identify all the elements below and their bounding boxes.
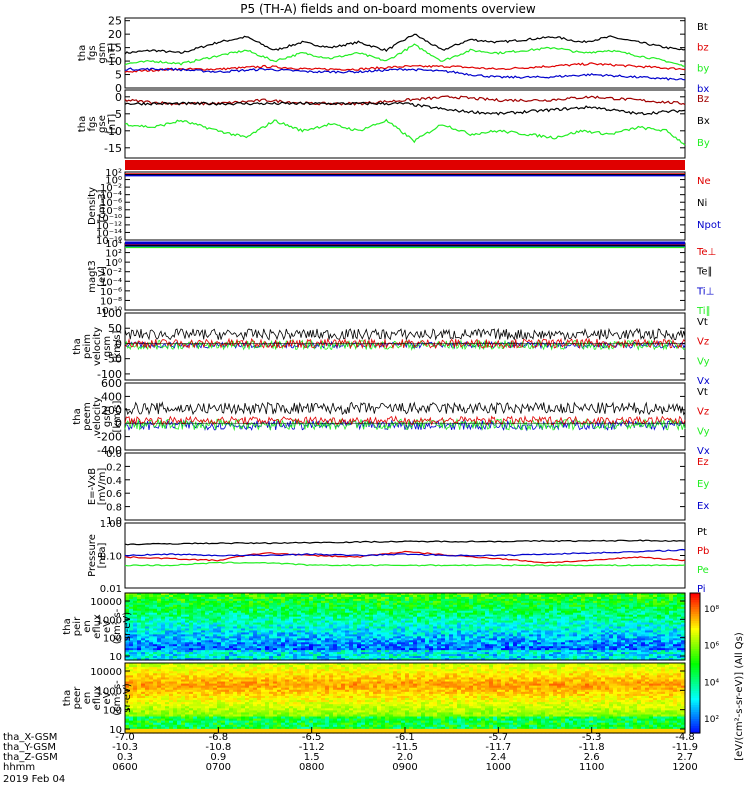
panel-4-legend-1: Te∥: [696, 267, 713, 278]
panel-6-legend-2: Vy: [697, 426, 710, 437]
panel-2-legend-0: Bz: [697, 94, 709, 105]
panel-2-series-1: [125, 102, 685, 114]
panel-7-ytick-label: 0.0: [106, 449, 122, 460]
panel-8-ylabel-line: [nPa]: [97, 542, 108, 568]
panel-1-legend-2: by: [697, 63, 709, 74]
panel-6-legend-1: Vz: [697, 407, 709, 418]
panel-5-legend-2: Vy: [697, 356, 710, 367]
panel-5: -100-50050100thapeimvelocitygsm[km/s]VtV…: [72, 307, 710, 387]
panel-3-band: [125, 160, 685, 170]
panel-6: -400-2000200400600thapeemvelocitygsm[km/…: [72, 377, 710, 457]
panel-9-heatmap: [125, 593, 686, 661]
panel-1-legend-1: bz: [697, 43, 709, 54]
panel-3-legend-2: Npot: [697, 220, 721, 231]
panel-7-ylabel-line: [mV/m]: [97, 468, 108, 506]
panel-5-ylabel-line: [km/s]: [112, 330, 123, 362]
panel-5-legend-1: Vz: [697, 337, 709, 348]
panel-1-ytick-label: 20: [108, 28, 122, 41]
panel-2-legend-2: By: [697, 138, 710, 149]
panel-5-ytick-label: 100: [101, 307, 122, 320]
panel-8-series-2: [125, 562, 685, 566]
panel-2-legend-1: Bx: [697, 116, 710, 127]
panel-5-legend-0: Vt: [697, 317, 708, 328]
panel-8-legend-0: Pt: [697, 527, 707, 538]
panel-7-legend-2: Ex: [697, 501, 709, 512]
panel-4-legend-2: Ti⊥: [696, 286, 714, 297]
panel-1-ylabel-line: [nT]: [107, 43, 118, 63]
panel-3-ylabel: Density[cm-3]: [87, 187, 108, 225]
panel-8-ytick-label: 0.01: [100, 584, 122, 595]
panel-6-frame: [125, 383, 685, 450]
panel-1-ytick-label: 5: [115, 69, 122, 82]
panel-8-legend-1: Pb: [697, 546, 709, 557]
panel-3-ylabel-line: [cm-3]: [97, 189, 108, 222]
panel-3-legend-1: Ni: [697, 198, 707, 209]
panel-6-legend-3: Vx: [697, 446, 710, 457]
panel-2-ylabel-line: [nT]: [107, 114, 118, 134]
panel-4: 10⁴10²10⁰10⁻²10⁻⁴10⁻⁶10⁻⁸10⁻¹⁰magt3[eV]T…: [87, 239, 716, 317]
panel-7-ytick-label: 0.6: [106, 489, 122, 500]
panel-4-ylabel-line: [eV]: [97, 266, 108, 287]
panel-7-ytick-label: 0.8: [106, 503, 122, 514]
panel-9: 10000100010010thapeirenefluxeV(cm²-s-sr-…: [62, 593, 686, 663]
panel-8-series-3: [125, 550, 685, 557]
panel-7-ytick-label: 0.2: [106, 462, 122, 473]
panel-1-series-2: [125, 44, 685, 66]
panel-4-frame: [125, 243, 685, 310]
figure-title: P5 (TH-A) fields and on-board moments ov…: [240, 2, 536, 16]
panel-6-legend-0: Vt: [697, 387, 708, 398]
panel-7-legend-1: Ey: [697, 479, 709, 490]
panel-1-legend-0: Bt: [697, 22, 708, 33]
panel-3: 10²10⁰10⁻²10⁻⁴10⁻⁶10⁻⁸10⁻¹⁰10⁻¹²10⁻¹⁴10⁻…: [87, 160, 721, 247]
panel-1-ylabel: thafgsgsm[nT]: [77, 42, 118, 63]
panel-5-legend-3: Vx: [697, 376, 710, 387]
panel-8-series-0: [125, 540, 685, 545]
panel-6-ylabel-line: [km/s]: [112, 400, 123, 432]
panel-1-frame: [125, 18, 685, 88]
panel-4-legend-3: Ti∥: [696, 306, 711, 317]
panel-5-ylabel: thapeimvelocitygsm[km/s]: [72, 327, 123, 366]
panel-2-ytick-label: 0: [115, 91, 122, 104]
panel-6-ylabel: thapeemvelocitygsm[km/s]: [72, 397, 123, 436]
panel-3-legend-0: Ne: [697, 176, 711, 187]
panel-1-ytick-label: 25: [108, 15, 122, 28]
panel-2-ytick-label: -15: [104, 142, 122, 155]
panel-8-ylabel: Pressure[nPa]: [87, 534, 108, 577]
panel-4-legend-0: Te⊥: [696, 247, 716, 258]
panel-7-ylabel: E=-VxB[mV/m]: [87, 468, 108, 506]
panels: 0510152025thafgsgsm[nT]Btbzbybx-15-10-50…: [62, 15, 721, 736]
panel-3-frame: [125, 172, 685, 240]
panel-6-series-0: [125, 403, 685, 415]
panel-8-ytick-label: 1.00: [100, 519, 122, 530]
panel-7-frame: [125, 453, 685, 520]
panel-5-series-0: [125, 329, 685, 340]
panel-2-series-2: [125, 120, 685, 146]
panel-7-legend-0: Ez: [697, 457, 709, 468]
panel-2-ylabel: thafgsgse[nT]: [77, 114, 118, 134]
panel-6-ytick-label: 600: [101, 377, 122, 390]
panel-7-ytick-label: 0.4: [106, 476, 122, 487]
panel-8-legend-2: Pe: [697, 565, 709, 576]
